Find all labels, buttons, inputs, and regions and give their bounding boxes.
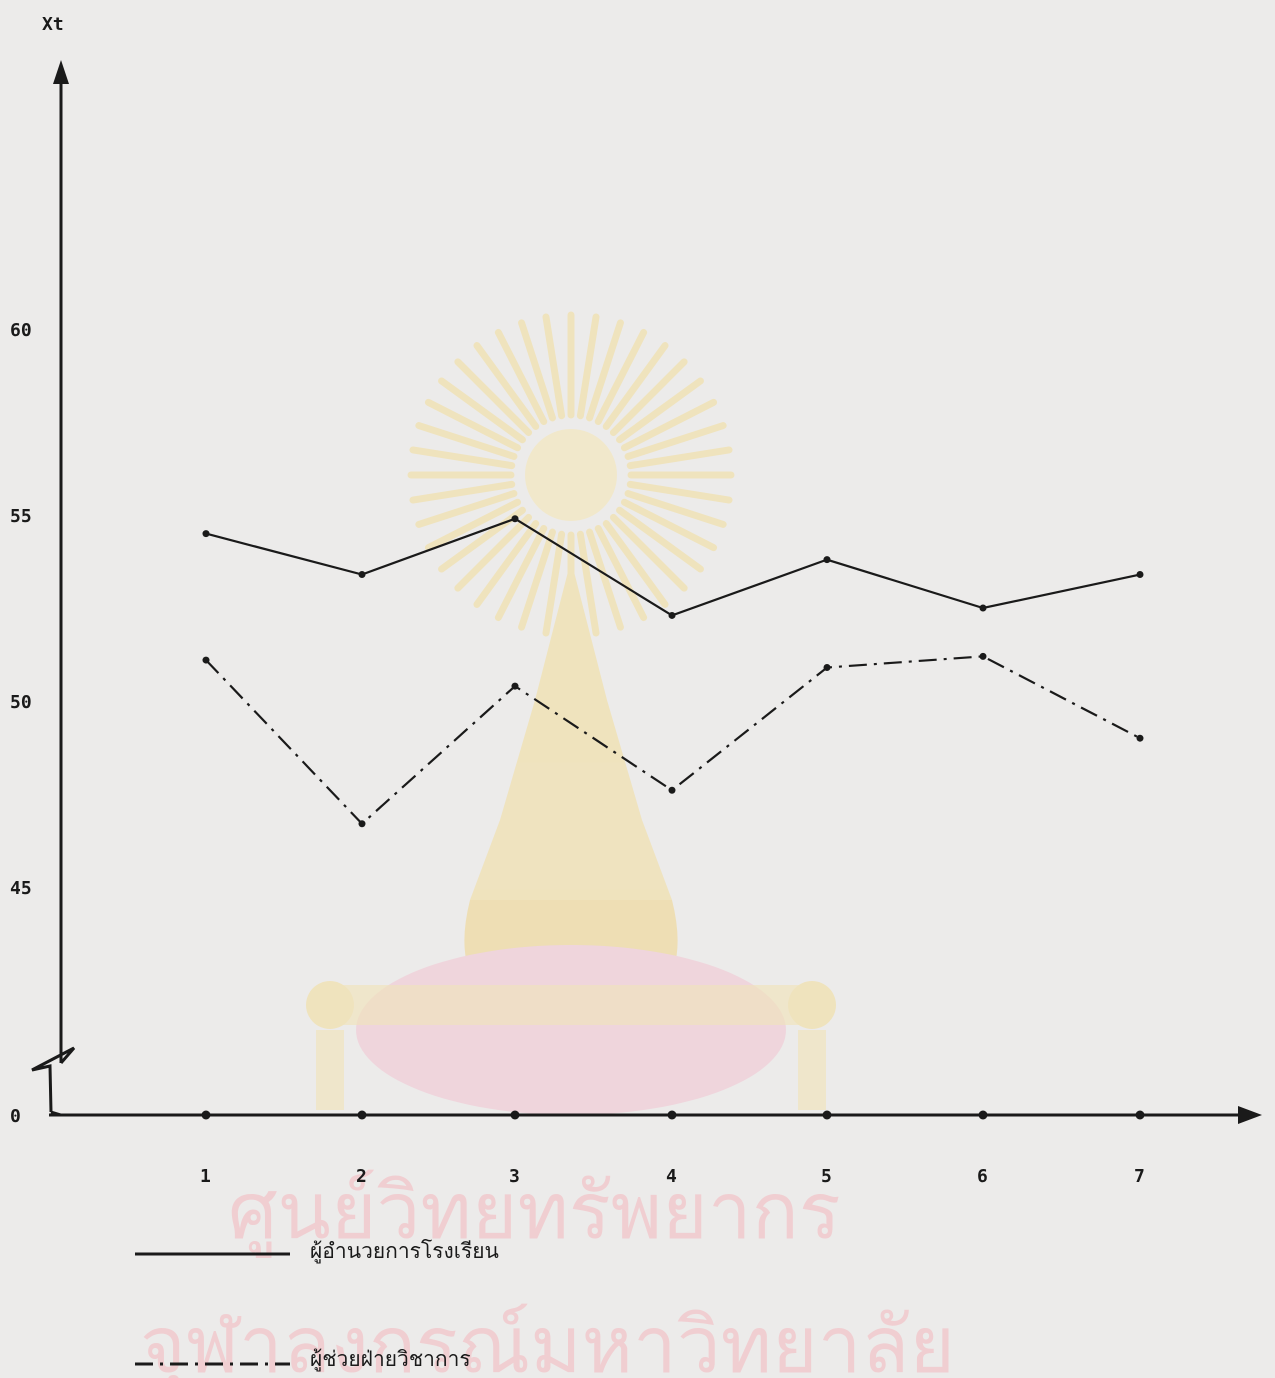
y-tick-label-45: 45	[10, 878, 32, 899]
series-2-point-6	[979, 652, 987, 660]
x-tick-label-5: 5	[821, 1166, 832, 1187]
x-axis-marker-4	[667, 1110, 677, 1120]
series-1-point-3	[511, 515, 519, 523]
series-2-point-7	[1136, 734, 1144, 742]
university-emblem-watermark	[306, 311, 836, 1115]
x-tick-label-6: 6	[977, 1166, 988, 1187]
x-axis-marker-5	[822, 1110, 832, 1120]
series-2-point-5	[823, 664, 831, 672]
x-tick-label-1: 1	[200, 1166, 211, 1187]
series-line-2	[205, 655, 1141, 826]
x-axis-marker-7	[1135, 1110, 1145, 1120]
series-2-point-3	[511, 682, 519, 690]
series-1-point-4	[668, 611, 676, 619]
series-1-point-2	[358, 571, 366, 579]
legend: ผู้อำนวยการโรงเรียน ผู้ช่วยฝ่ายวิชาการ	[135, 1239, 499, 1372]
y-tick-label-0: 0	[10, 1106, 21, 1127]
x-tick-label-7: 7	[1134, 1166, 1145, 1187]
x-axis-marker-3	[510, 1110, 520, 1120]
series-1-point-5	[823, 556, 831, 564]
series-2-point-1	[202, 656, 210, 664]
x-axis-arrow	[1238, 1106, 1262, 1124]
watermark-line-1: ศูนย์วิทยทรัพยากร	[228, 1167, 841, 1258]
watermark-line-2: จุฬาลงกรณ์มหาวิทยาลัย	[140, 1301, 955, 1378]
y-axis-label: Xt	[42, 14, 64, 35]
legend-label-series-1: ผู้อำนวยการโรงเรียน	[310, 1239, 499, 1264]
legend-label-series-2: ผู้ช่วยฝ่ายวิชาการ	[310, 1347, 471, 1372]
x-axis-marker-6	[978, 1110, 988, 1120]
series-2-point-4	[668, 786, 676, 794]
x-tick-label-4: 4	[666, 1166, 677, 1187]
y-axis-arrow	[53, 60, 69, 84]
series-2-point-2	[358, 820, 366, 828]
y-tick-label-60: 60	[10, 320, 32, 341]
series-1-point-6	[979, 604, 987, 612]
y-tick-label-50: 50	[10, 692, 32, 713]
series-1-point-7	[1136, 571, 1144, 579]
x-axis-marker-2	[357, 1110, 367, 1120]
series-line-1	[205, 517, 1141, 617]
x-axis-marker-1	[201, 1110, 211, 1120]
x-tick-label-3: 3	[509, 1166, 520, 1187]
series-1-point-1	[202, 530, 210, 538]
x-tick-label-2: 2	[356, 1166, 367, 1187]
y-tick-label-55: 55	[10, 506, 32, 527]
y-axis	[31, 78, 76, 1117]
